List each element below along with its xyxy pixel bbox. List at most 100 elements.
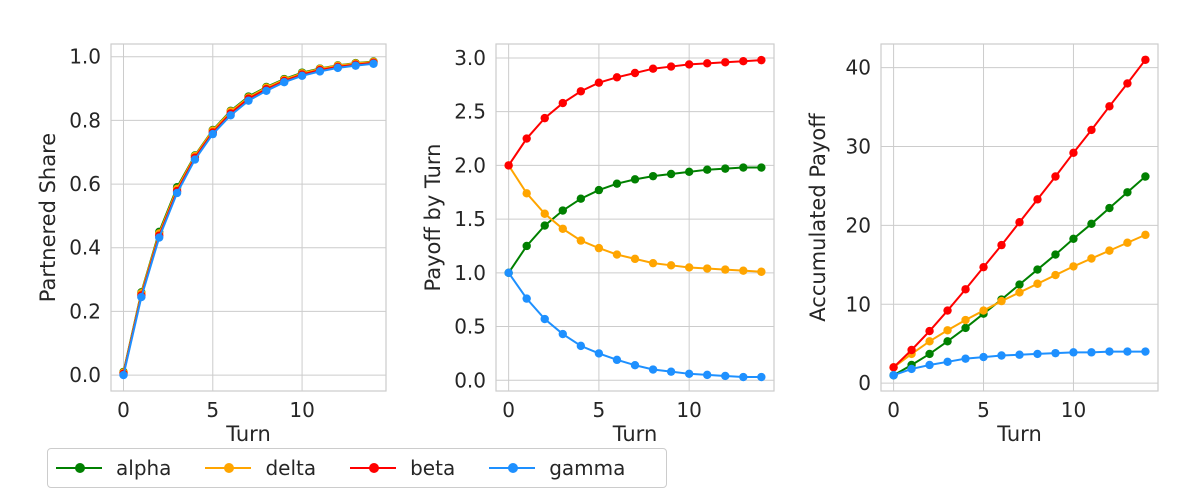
- series-beta: [119, 58, 378, 379]
- data-point-delta: [703, 264, 712, 273]
- data-point-delta: [997, 296, 1006, 306]
- legend-swatch-gamma: [489, 458, 536, 478]
- legend-item-beta: beta: [350, 456, 455, 480]
- data-point-gamma: [1069, 348, 1078, 357]
- partnered-share-chart: 0 5 10 0.0 0.2 0.4 0.6 0.8 1.0 Turn Partnered Shar…: [36, 43, 387, 446]
- x-tick-label: 10: [1061, 398, 1086, 422]
- x-axis-label: Turn: [612, 422, 658, 446]
- legend-item-alpha: alpha: [56, 456, 171, 480]
- data-point-alpha: [1141, 172, 1150, 181]
- legend-label-beta: beta: [410, 456, 456, 480]
- data-point-alpha: [721, 164, 730, 173]
- data-point-alpha: [739, 163, 748, 172]
- legend-label-alpha: alpha: [116, 456, 172, 480]
- data-point-beta: [684, 60, 694, 69]
- legend-item-gamma: gamma: [489, 456, 625, 480]
- x-tick-label: 0: [887, 398, 900, 422]
- y-axis-label: Accumulated Payoff: [806, 113, 830, 322]
- data-point-beta: [648, 64, 658, 73]
- legend-item-delta: delta: [205, 456, 316, 480]
- data-point-beta: [943, 306, 952, 315]
- data-point-gamma: [721, 371, 730, 381]
- data-point-gamma: [630, 361, 640, 370]
- legend-swatch-beta: [350, 458, 397, 478]
- series-gamma: [504, 268, 766, 382]
- y-axis-label: Partnered Share: [36, 133, 60, 302]
- data-point-alpha: [630, 175, 640, 184]
- data-point-alpha: [1123, 188, 1132, 197]
- data-point-gamma: [612, 355, 622, 365]
- data-point-gamma: [594, 349, 604, 358]
- data-point-delta: [1141, 230, 1150, 240]
- series-line-alpha: [122, 60, 374, 373]
- axes-frame: [110, 43, 387, 392]
- y-tick-label: 0.0: [69, 363, 101, 387]
- data-point-beta: [1141, 55, 1150, 64]
- y-tick-label: 0.0: [454, 368, 486, 392]
- data-point-beta: [666, 62, 676, 71]
- data-point-delta: [594, 243, 604, 253]
- data-point-gamma: [208, 129, 217, 139]
- y-tick-label: 40: [846, 56, 871, 80]
- data-point-gamma: [244, 96, 253, 105]
- series-gamma: [889, 347, 1150, 380]
- y-tick-label: 0.6: [69, 172, 101, 196]
- data-point-beta: [907, 345, 916, 355]
- data-point-gamma: [889, 371, 898, 380]
- data-point-gamma: [684, 369, 694, 379]
- data-point-gamma: [757, 372, 766, 382]
- data-point-gamma: [226, 111, 235, 120]
- data-point-alpha: [558, 206, 567, 215]
- data-point-beta: [1033, 195, 1042, 204]
- data-point-delta: [757, 267, 766, 276]
- data-point-gamma: [925, 360, 934, 370]
- data-point-gamma: [522, 294, 531, 303]
- x-axis-label: Turn: [996, 422, 1042, 446]
- series-gamma: [119, 59, 378, 380]
- data-point-alpha: [703, 165, 712, 174]
- legend-label-delta: delta: [265, 456, 317, 480]
- data-point-alpha: [757, 163, 766, 172]
- legend: alpha delta beta gamma: [47, 448, 667, 488]
- y-tick-label: 1.0: [69, 45, 101, 69]
- series-alpha: [119, 57, 378, 377]
- data-point-delta: [666, 261, 676, 270]
- data-point-beta: [889, 363, 898, 372]
- data-point-gamma: [315, 67, 325, 76]
- data-point-alpha: [1033, 265, 1042, 274]
- data-point-delta: [576, 236, 586, 245]
- data-point-beta: [1051, 172, 1060, 181]
- data-point-beta: [1069, 148, 1078, 158]
- data-point-gamma: [1141, 347, 1150, 356]
- y-tick-label: 2.5: [454, 100, 486, 124]
- x-tick-label: 10: [289, 398, 314, 422]
- data-point-gamma: [119, 370, 128, 380]
- data-point-gamma: [155, 233, 164, 242]
- data-point-gamma: [351, 61, 360, 70]
- axes-frame: [880, 43, 1159, 392]
- y-tick-label: 1.5: [454, 207, 486, 231]
- data-point-delta: [522, 189, 531, 198]
- x-tick-label: 5: [593, 398, 606, 422]
- data-point-alpha: [1105, 203, 1114, 213]
- data-point-gamma: [137, 292, 146, 302]
- data-point-delta: [979, 306, 988, 315]
- y-tick-label: 0.8: [69, 108, 101, 132]
- y-tick-label: 0.4: [69, 236, 101, 260]
- accumulated-payoff-chart: 0 5 10 0 10 20 30 40 Turn Accumulated Payoff: [806, 43, 1159, 446]
- data-point-gamma: [666, 367, 676, 376]
- series-line-delta: [892, 233, 1146, 369]
- data-point-delta: [612, 250, 622, 259]
- data-point-alpha: [961, 323, 970, 333]
- data-point-beta: [1087, 125, 1096, 135]
- data-point-delta: [721, 265, 730, 274]
- series-beta: [889, 55, 1150, 372]
- data-point-gamma: [172, 188, 182, 198]
- data-point-gamma: [504, 268, 513, 278]
- x-tick-label: 0: [117, 398, 130, 422]
- series-delta: [119, 57, 378, 377]
- data-point-gamma: [333, 63, 342, 73]
- data-point-beta: [739, 56, 748, 66]
- data-point-gamma: [190, 155, 200, 164]
